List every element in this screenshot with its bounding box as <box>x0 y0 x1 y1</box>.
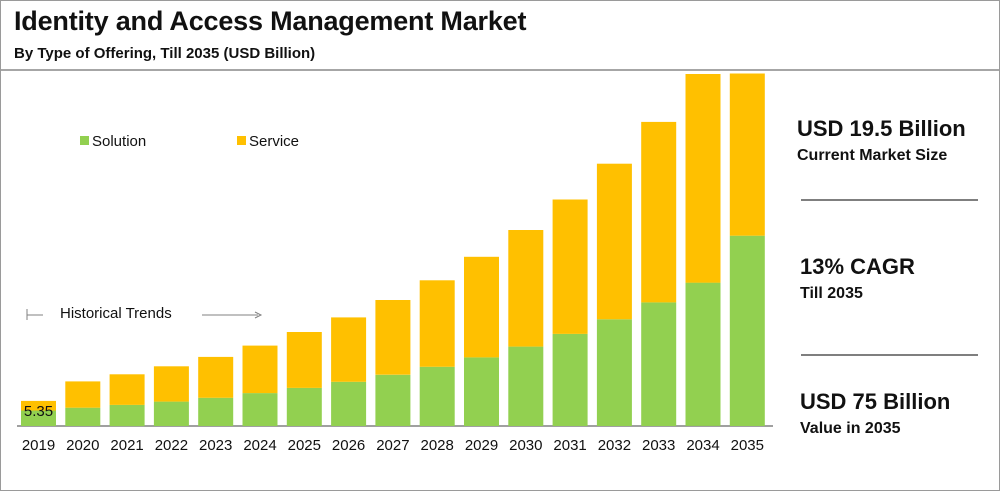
bar-solution-2030 <box>508 346 544 426</box>
bar-service-2022 <box>153 366 189 402</box>
stat-cagr-value: 13% CAGR <box>800 254 915 279</box>
stat-2035-value-amount: USD 75 Billion <box>800 389 951 414</box>
bar-solution-2019 <box>21 410 56 426</box>
x-tick-labels: 2019 2020 2021 2022 2023 2024 2025 2026 2027 2028… <box>22 437 764 454</box>
x-tick-2033: 2033 <box>642 437 675 454</box>
bar-service-2029 <box>464 256 499 358</box>
chart-subtitle: By Type of Offering, Till 2035 (USD Bill… <box>14 45 316 62</box>
bar-service-2026 <box>331 317 367 382</box>
bar-service-2035 <box>729 73 765 236</box>
bar-service-2028 <box>419 280 455 367</box>
bar-solution-2024 <box>242 393 278 426</box>
bar-service-2019 <box>21 400 56 411</box>
chart-title: Identity and Access Management Market <box>14 6 527 36</box>
bar-solution-2021 <box>109 404 145 427</box>
x-tick-2020: 2020 <box>66 437 99 454</box>
stat-divider-1 <box>801 199 978 201</box>
chart-header: Identity and Access Management Market By… <box>1 1 999 71</box>
bar-service-2033 <box>641 121 677 303</box>
x-tick-2031: 2031 <box>553 437 586 454</box>
bar-solution-2020 <box>65 407 101 426</box>
x-tick-2032: 2032 <box>598 437 631 454</box>
bar-service-2034 <box>685 74 721 283</box>
historical-trends-arrowhead <box>254 311 263 319</box>
bar-service-2032 <box>596 163 632 320</box>
x-tick-2024: 2024 <box>243 437 276 454</box>
stat-divider-2 <box>801 354 978 356</box>
x-tick-2026: 2026 <box>332 437 365 454</box>
x-tick-2021: 2021 <box>110 437 143 454</box>
stat-current-size: USD 19.5 Billion Current Market Size <box>797 116 966 165</box>
bar-service-2020 <box>65 381 101 408</box>
bar-solution-2027 <box>375 374 411 426</box>
bar-solution-2028 <box>419 366 455 426</box>
stat-current-size-label: Current Market Size <box>797 147 948 164</box>
bar-solution-2029 <box>464 357 499 426</box>
bar-solution-2033 <box>641 302 677 426</box>
legend-swatch-solution <box>80 136 89 145</box>
bar-solution-2032 <box>596 319 632 426</box>
bars-group: 5.35 <box>21 73 765 427</box>
stat-2035-value-label: Value in 2035 <box>800 420 901 437</box>
x-tick-2034: 2034 <box>686 437 719 454</box>
bar-solution-2022 <box>153 401 189 426</box>
stat-cagr-label: Till 2035 <box>800 285 863 302</box>
bar-solution-2025 <box>286 387 322 426</box>
bar-service-2023 <box>198 356 234 398</box>
bar-solution-2026 <box>331 381 367 426</box>
x-tick-2035: 2035 <box>731 437 764 454</box>
bar-service-2030 <box>508 230 544 347</box>
x-tick-2025: 2025 <box>288 437 321 454</box>
x-tick-2028: 2028 <box>421 437 454 454</box>
stat-2035-value: USD 75 Billion Value in 2035 <box>800 389 950 438</box>
stat-cagr: 13% CAGR Till 2035 <box>800 254 915 303</box>
legend-label-solution: Solution <box>92 133 146 150</box>
data-label-2019: 5.35 <box>24 403 53 420</box>
legend-label-service: Service <box>249 133 299 150</box>
stat-current-size-value: USD 19.5 Billion <box>797 116 966 141</box>
bar-solution-2035 <box>729 235 765 426</box>
historical-trends-label: Historical Trends <box>60 305 172 322</box>
bar-service-2024 <box>242 345 278 394</box>
bar-service-2021 <box>109 374 145 405</box>
x-tick-2029: 2029 <box>465 437 498 454</box>
x-tick-2023: 2023 <box>199 437 232 454</box>
bar-service-2027 <box>375 300 411 375</box>
x-tick-2027: 2027 <box>376 437 409 454</box>
x-tick-2019: 2019 <box>22 437 55 454</box>
x-tick-2030: 2030 <box>509 437 542 454</box>
bar-solution-2034 <box>685 282 721 426</box>
legend-swatch-service <box>237 136 246 145</box>
bar-service-2031 <box>552 199 588 334</box>
x-tick-2022: 2022 <box>155 437 188 454</box>
bar-service-2025 <box>286 332 322 388</box>
bar-solution-2023 <box>198 397 234 426</box>
bar-solution-2031 <box>552 333 588 426</box>
